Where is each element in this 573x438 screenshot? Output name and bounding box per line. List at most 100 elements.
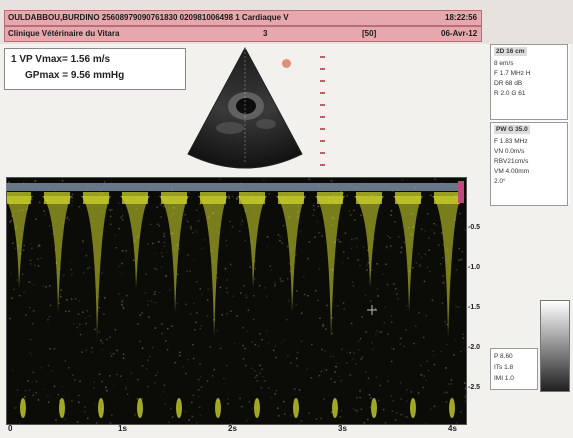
- noise-speckle: [23, 250, 25, 252]
- noise-speckle: [153, 302, 155, 304]
- noise-speckle: [281, 242, 283, 244]
- noise-speckle: [420, 365, 422, 367]
- noise-speckle: [396, 293, 398, 295]
- noise-speckle: [226, 313, 228, 315]
- noise-speckle: [307, 258, 309, 260]
- noise-speckle: [77, 421, 79, 423]
- noise-speckle: [24, 396, 26, 398]
- noise-speckle: [384, 307, 386, 309]
- noise-speckle: [434, 223, 436, 225]
- noise-speckle: [308, 179, 310, 181]
- noise-speckle: [49, 316, 51, 318]
- noise-speckle: [177, 274, 179, 276]
- noise-speckle: [243, 327, 245, 329]
- noise-speckle: [161, 333, 163, 335]
- noise-speckle: [423, 387, 425, 389]
- noise-speckle: [169, 289, 171, 291]
- noise-speckle: [254, 278, 256, 280]
- noise-speckle: [10, 273, 12, 275]
- noise-speckle: [109, 337, 111, 339]
- noise-speckle: [330, 356, 332, 358]
- noise-speckle: [113, 385, 115, 387]
- noise-speckle: [428, 370, 430, 372]
- noise-speckle: [411, 391, 413, 393]
- noise-speckle: [72, 375, 74, 377]
- noise-speckle: [139, 341, 141, 343]
- noise-speckle: [245, 240, 247, 242]
- noise-speckle: [324, 351, 326, 353]
- noise-speckle: [356, 410, 358, 412]
- noise-speckle: [270, 266, 272, 268]
- noise-speckle: [359, 397, 361, 399]
- noise-speckle: [87, 310, 89, 312]
- noise-speckle: [465, 394, 466, 396]
- noise-speckle: [113, 353, 115, 355]
- noise-speckle: [60, 294, 62, 296]
- noise-speckle: [68, 311, 70, 313]
- param-pw-head: PW G 35.0: [494, 125, 530, 134]
- noise-speckle: [72, 273, 74, 275]
- noise-speckle: [163, 246, 165, 248]
- noise-speckle: [346, 362, 348, 364]
- noise-speckle: [266, 246, 268, 248]
- noise-speckle: [167, 328, 169, 330]
- noise-speckle: [255, 344, 257, 346]
- noise-speckle: [335, 371, 337, 373]
- noise-speckle: [47, 395, 49, 397]
- noise-speckle: [36, 392, 38, 394]
- noise-speckle: [110, 353, 112, 355]
- noise-speckle: [401, 179, 403, 181]
- noise-speckle: [58, 303, 60, 305]
- noise-speckle: [188, 419, 190, 421]
- noise-speckle: [456, 269, 458, 271]
- noise-speckle: [230, 311, 232, 313]
- noise-speckle: [348, 210, 350, 212]
- noise-speckle: [172, 416, 174, 418]
- noise-speckle: [400, 338, 402, 340]
- noise-speckle: [78, 402, 80, 404]
- header-field-2: [50]: [362, 27, 376, 41]
- noise-speckle: [82, 240, 84, 242]
- noise-speckle: [37, 258, 39, 260]
- noise-speckle: [162, 256, 164, 257]
- noise-speckle: [256, 375, 258, 377]
- noise-speckle: [245, 294, 247, 296]
- noise-speckle: [247, 331, 249, 333]
- noise-speckle: [314, 236, 316, 238]
- noise-speckle: [391, 315, 393, 317]
- noise-speckle: [137, 323, 139, 325]
- noise-speckle: [145, 292, 147, 294]
- noise-speckle: [87, 268, 89, 270]
- noise-speckle: [71, 205, 73, 207]
- noise-speckle: [391, 210, 393, 212]
- noise-speckle: [96, 422, 98, 424]
- doppler-band: [395, 192, 421, 204]
- noise-speckle: [228, 196, 230, 198]
- noise-speckle: [396, 412, 398, 414]
- noise-speckle: [365, 331, 367, 333]
- noise-speckle: [199, 364, 201, 366]
- noise-speckle: [30, 339, 32, 341]
- noise-speckle: [196, 281, 198, 283]
- noise-speckle: [91, 347, 93, 349]
- doppler-spike: [42, 196, 72, 313]
- noise-speckle: [200, 376, 202, 378]
- noise-speckle: [122, 219, 124, 221]
- noise-speckle: [199, 406, 201, 408]
- noise-speckle: [337, 305, 339, 307]
- noise-speckle: [86, 350, 88, 352]
- noise-speckle: [309, 412, 311, 414]
- noise-speckle: [425, 230, 427, 232]
- noise-speckle: [156, 302, 158, 304]
- noise-speckle: [296, 358, 298, 360]
- noise-speckle: [356, 397, 358, 399]
- noise-speckle: [106, 339, 108, 341]
- noise-speckle: [164, 233, 166, 235]
- noise-speckle: [356, 246, 358, 248]
- noise-speckle: [31, 382, 33, 384]
- noise-speckle: [33, 310, 35, 312]
- noise-speckle: [431, 229, 433, 231]
- noise-speckle: [352, 282, 354, 284]
- noise-speckle: [168, 422, 170, 424]
- noise-speckle: [33, 284, 35, 286]
